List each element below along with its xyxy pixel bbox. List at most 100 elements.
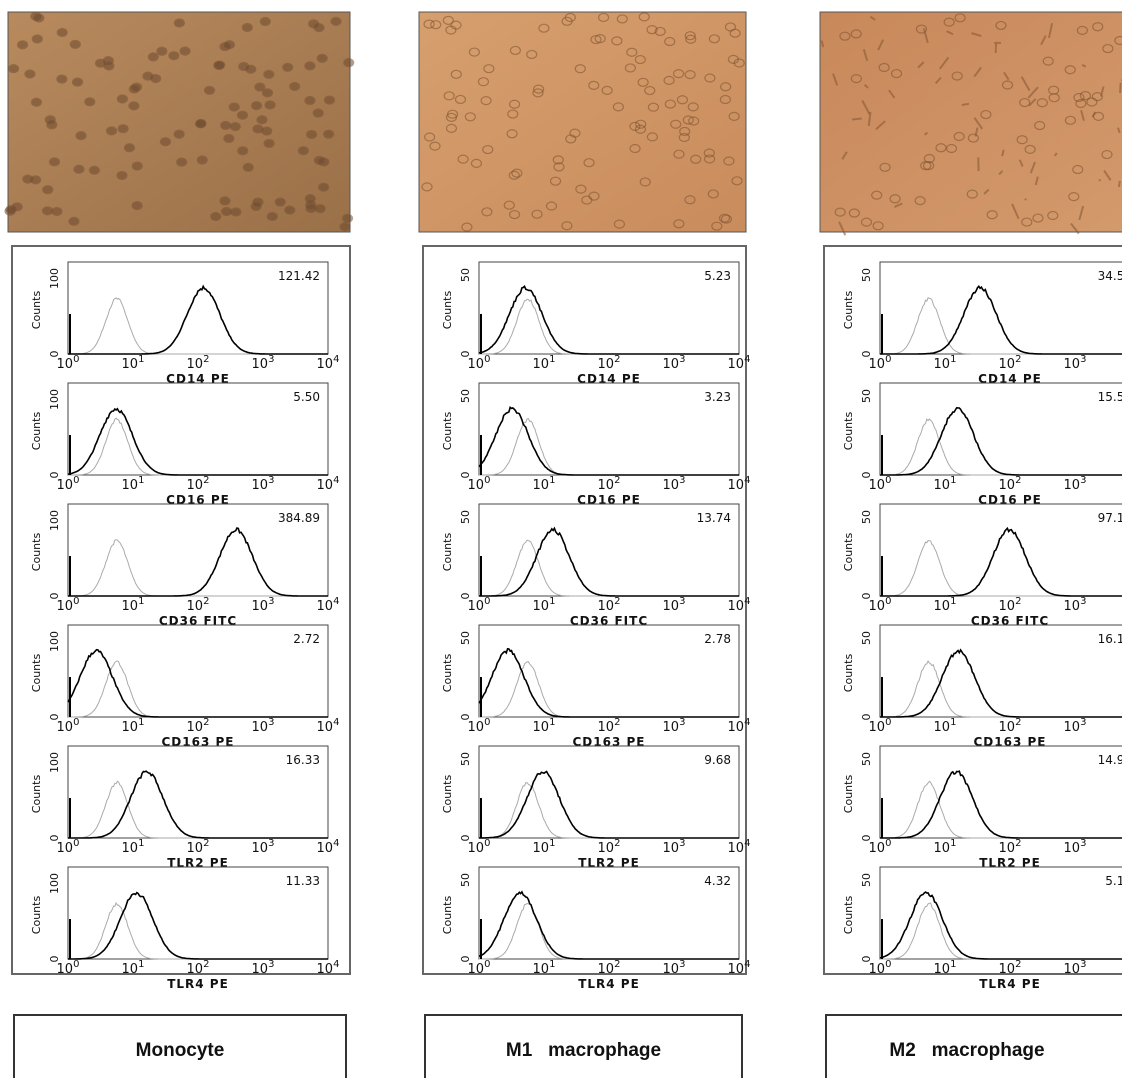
cell — [117, 95, 127, 103]
plot-frame — [880, 262, 1122, 354]
cell — [43, 207, 53, 215]
x-tick-label: 102 — [999, 475, 1022, 493]
cell — [18, 41, 28, 49]
x-tick-label: 103 — [1064, 354, 1087, 372]
cell — [157, 47, 167, 55]
y-axis-label: Counts — [30, 533, 43, 572]
x-tick-exponent: 0 — [73, 475, 79, 486]
x-tick-exponent: 2 — [614, 838, 620, 849]
x-tick-base: 10 — [533, 962, 550, 977]
cell — [31, 98, 41, 106]
plot-frame — [880, 383, 1122, 475]
x-tick-label: 103 — [252, 475, 275, 493]
x-tick-label: 100 — [57, 838, 80, 856]
x-tick-label: 102 — [999, 717, 1022, 735]
x-tick-exponent: 3 — [1080, 959, 1086, 970]
x-tick-exponent: 0 — [73, 959, 79, 970]
x-tick-label: 104 — [317, 596, 340, 614]
cell — [12, 203, 22, 211]
x-tick-exponent: 0 — [73, 838, 79, 849]
x-tick-exponent: 2 — [1015, 838, 1021, 849]
histogram: 4.32Counts500100101102103104TLR4 PE — [441, 867, 750, 991]
x-tick-label: 103 — [663, 838, 686, 856]
x-tick-label: 103 — [1064, 838, 1087, 856]
plot-frame — [479, 262, 739, 354]
cell — [309, 20, 319, 28]
x-tick-label: 102 — [187, 717, 210, 735]
x-tick-base: 10 — [598, 357, 615, 372]
x-tick-exponent: 1 — [549, 717, 555, 728]
x-tick-exponent: 2 — [1015, 354, 1021, 365]
x-tick-exponent: 3 — [679, 596, 685, 607]
x-tick-base: 10 — [252, 841, 269, 856]
x-tick-label: 103 — [663, 354, 686, 372]
x-tick-base: 10 — [869, 962, 886, 977]
x-tick-exponent: 3 — [268, 354, 274, 365]
x-tick-base: 10 — [187, 841, 204, 856]
x-tick-label: 100 — [468, 354, 491, 372]
y-axis-label: Counts — [842, 533, 855, 572]
cell — [124, 144, 134, 152]
x-tick-label: 100 — [468, 596, 491, 614]
x-tick-exponent: 2 — [203, 959, 209, 970]
x-tick-exponent: 1 — [950, 475, 956, 486]
cell — [298, 147, 308, 155]
cell — [260, 18, 270, 26]
cell — [230, 123, 240, 131]
cell — [104, 62, 114, 70]
x-tick-label: 101 — [122, 596, 145, 614]
mfi-label: 2.78 — [704, 632, 731, 646]
x-tick-base: 10 — [1064, 720, 1081, 735]
cell — [85, 98, 95, 106]
x-tick-label: 101 — [934, 354, 957, 372]
x-tick-base: 10 — [468, 962, 485, 977]
x-tick-label: 103 — [1064, 596, 1087, 614]
cell — [73, 78, 83, 86]
mfi-label: 34.59 — [1098, 269, 1122, 283]
y-axis-label: Counts — [842, 654, 855, 693]
x-tick-base: 10 — [999, 720, 1016, 735]
x-tick-base: 10 — [1064, 841, 1081, 856]
x-tick-exponent: 1 — [950, 596, 956, 607]
x-tick-label: 100 — [57, 596, 80, 614]
x-tick-exponent: 0 — [484, 596, 490, 607]
plot-frame — [68, 625, 328, 717]
x-tick-exponent: 0 — [73, 596, 79, 607]
x-tick-base: 10 — [1064, 478, 1081, 493]
x-tick-exponent: 1 — [950, 354, 956, 365]
x-tick-base: 10 — [663, 357, 680, 372]
x-tick-base: 10 — [187, 720, 204, 735]
x-tick-exponent: 4 — [744, 717, 750, 728]
plot-frame — [880, 625, 1122, 717]
cell — [129, 102, 139, 110]
x-tick-base: 10 — [468, 841, 485, 856]
x-tick-base: 10 — [533, 599, 550, 614]
x-tick-base: 10 — [869, 720, 886, 735]
x-tick-label: 100 — [468, 838, 491, 856]
x-tick-label: 101 — [934, 475, 957, 493]
x-tick-base: 10 — [57, 357, 74, 372]
y-tick-label: 100 — [48, 389, 61, 410]
cell — [305, 62, 315, 70]
cell — [305, 195, 315, 203]
cell — [267, 213, 277, 221]
x-tick-label: 104 — [728, 959, 751, 977]
marker-label: TLR4 PE — [979, 977, 1041, 991]
x-tick-base: 10 — [728, 478, 745, 493]
x-tick-base: 10 — [533, 841, 550, 856]
x-tick-label: 103 — [1064, 475, 1087, 493]
cell — [215, 61, 225, 69]
x-tick-label: 100 — [468, 475, 491, 493]
plot-frame — [880, 867, 1122, 959]
x-tick-label: 102 — [187, 475, 210, 493]
mfi-label: 9.68 — [704, 753, 731, 767]
histogram: 5.23Counts500100101102103104CD14 PE — [441, 262, 750, 386]
cell — [1120, 83, 1121, 93]
cell — [275, 198, 285, 206]
cell — [76, 132, 86, 140]
cell — [169, 52, 179, 60]
histogram: 384.89Counts1000100101102103104CD36 FITC — [30, 504, 339, 628]
cell — [229, 103, 239, 111]
x-tick-exponent: 0 — [885, 475, 891, 486]
